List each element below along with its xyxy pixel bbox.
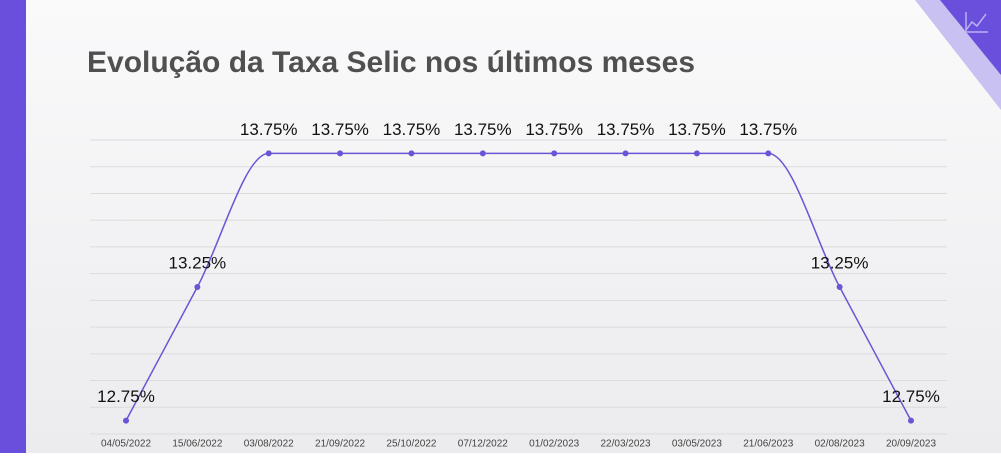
value-label: 13.75%: [383, 120, 441, 139]
value-label: 13.75%: [668, 120, 726, 139]
x-tick-label: 03/08/2022: [244, 439, 294, 450]
x-tick-label: 15/06/2022: [172, 439, 222, 450]
value-label: 13.75%: [597, 120, 655, 139]
point: [479, 150, 486, 157]
point: [908, 417, 914, 424]
chart-icon-axes: [965, 12, 988, 33]
point: [765, 150, 772, 157]
x-tick-label: 02/08/2023: [815, 439, 865, 450]
point: [408, 150, 415, 157]
value-label: 12.75%: [882, 387, 940, 406]
chart-icon: [965, 13, 987, 31]
point: [551, 150, 558, 157]
x-tick-label: 21/09/2022: [315, 439, 365, 450]
x-tick-label: 04/05/2022: [101, 439, 151, 450]
point: [265, 150, 272, 157]
x-tick-label: 22/03/2023: [601, 439, 651, 450]
corner-triangle: [940, 0, 1001, 75]
chart-title: Evolução da Taxa Selic nos últimos meses: [87, 46, 695, 79]
value-label: 13.25%: [811, 253, 869, 272]
point: [836, 284, 843, 290]
value-label: 12.75%: [97, 387, 155, 406]
x-tick-label: 03/05/2023: [672, 439, 722, 450]
value-label: 13.75%: [454, 120, 512, 139]
x-tick-label: 07/12/2022: [458, 439, 508, 450]
line: [125, 152, 912, 421]
value-label: 13.75%: [240, 120, 298, 139]
point: [194, 284, 201, 290]
value-label: 13.75%: [739, 120, 797, 139]
x-tick-label: 20/09/2023: [886, 439, 936, 450]
x-tick-label: 21/06/2023: [743, 439, 793, 450]
point: [622, 150, 629, 157]
value-label: 13.75%: [311, 120, 369, 139]
value-label: 13.25%: [169, 253, 227, 272]
point: [123, 417, 129, 424]
side-bar: [0, 0, 26, 453]
point: [337, 150, 344, 157]
point: [693, 150, 700, 157]
x-tick-label: 25/10/2022: [386, 439, 436, 450]
x-tick-label: 01/02/2023: [529, 439, 579, 450]
value-label: 13.75%: [525, 120, 583, 139]
